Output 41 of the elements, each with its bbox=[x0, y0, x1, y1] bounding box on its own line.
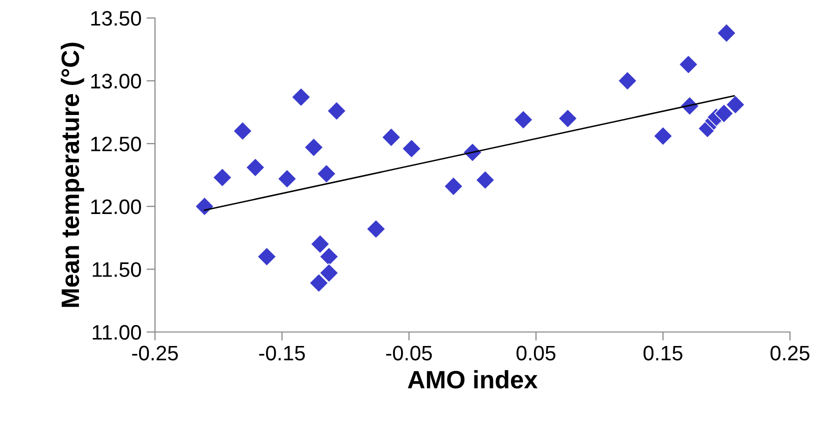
x-axis-title: AMO index bbox=[408, 370, 538, 389]
point bbox=[316, 164, 336, 184]
point bbox=[558, 108, 578, 128]
point bbox=[716, 23, 736, 43]
y-tick-label: 13.00 bbox=[91, 74, 141, 89]
point bbox=[319, 246, 339, 266]
x-tick-label: 0.15 bbox=[644, 346, 682, 360]
point bbox=[232, 121, 252, 141]
point bbox=[402, 138, 422, 158]
point bbox=[475, 170, 495, 190]
point bbox=[326, 101, 346, 121]
point bbox=[444, 176, 464, 196]
point bbox=[257, 246, 276, 266]
point bbox=[309, 273, 329, 293]
point bbox=[277, 169, 297, 189]
point bbox=[310, 234, 330, 254]
point bbox=[304, 138, 324, 158]
point bbox=[514, 110, 534, 130]
y-axis-title: Mean temperature (°C) bbox=[60, 42, 84, 307]
point bbox=[212, 168, 232, 188]
x-tick-label: 0.25 bbox=[770, 346, 810, 360]
y-tick-label: 11.50 bbox=[92, 262, 141, 277]
x-tick-label: 0.05 bbox=[516, 346, 556, 360]
y-tick-label: 11.00 bbox=[92, 325, 141, 340]
x-tick-label: -0.05 bbox=[386, 346, 432, 360]
y-tick-label: 12.00 bbox=[91, 199, 141, 214]
point bbox=[726, 94, 746, 114]
x-tick-label: -0.25 bbox=[132, 346, 178, 360]
y-tick-label: 12.50 bbox=[91, 136, 141, 152]
point bbox=[381, 128, 401, 148]
y-tick-label: 13.50 bbox=[91, 11, 141, 26]
x-tick-label: -0.15 bbox=[259, 346, 305, 360]
point bbox=[678, 54, 698, 74]
point bbox=[319, 263, 339, 283]
point bbox=[366, 219, 386, 239]
point bbox=[618, 71, 638, 91]
point bbox=[246, 158, 266, 178]
point bbox=[291, 87, 311, 107]
point bbox=[194, 196, 214, 216]
point bbox=[714, 104, 734, 124]
point bbox=[653, 126, 673, 146]
